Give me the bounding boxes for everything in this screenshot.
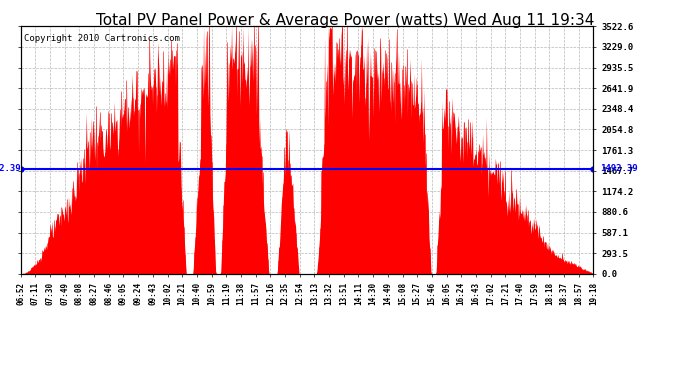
Text: Copyright 2010 Cartronics.com: Copyright 2010 Cartronics.com <box>23 34 179 43</box>
Text: Total PV Panel Power & Average Power (watts) Wed Aug 11 19:34: Total PV Panel Power & Average Power (wa… <box>96 13 594 28</box>
Text: 1492.39: 1492.39 <box>0 164 21 173</box>
Text: 1492.39: 1492.39 <box>600 164 638 173</box>
